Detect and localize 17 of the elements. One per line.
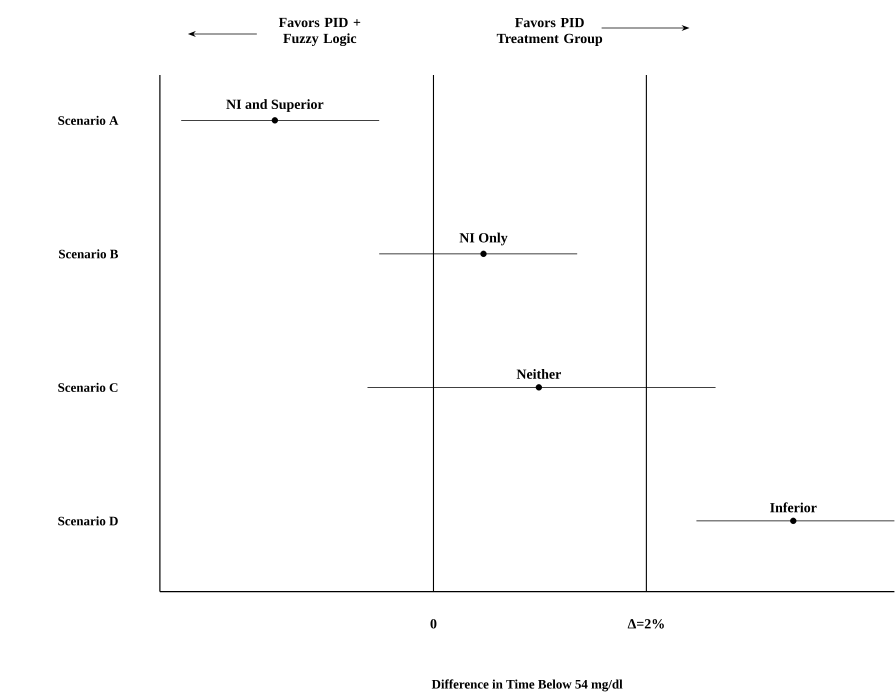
- text: Favors PID Treatment Group: [496, 18, 602, 46]
- x-axis-title: Difference in Time Below 54 mg/dl: [432, 680, 622, 692]
- point: [536, 384, 542, 391]
- y-tick-label: Scenario A: [58, 116, 118, 126]
- x-tick-label: 0: [430, 619, 436, 629]
- point: [480, 250, 487, 258]
- point: [272, 117, 278, 124]
- x-tick-label: Δ=2%: [628, 619, 664, 629]
- annotation: NI and Superior: [226, 99, 324, 112]
- y-tick-label: Scenario D: [58, 516, 118, 526]
- point: [790, 518, 796, 524]
- annotation: NI Only: [460, 232, 508, 246]
- y-tick-label: Scenario B: [59, 249, 118, 259]
- annotation: Neither: [516, 369, 562, 380]
- annotation: Inferior: [770, 502, 817, 513]
- y-tick-label: Scenario C: [58, 382, 118, 392]
- text: Favors PID + Fuzzy Logic: [278, 18, 360, 46]
